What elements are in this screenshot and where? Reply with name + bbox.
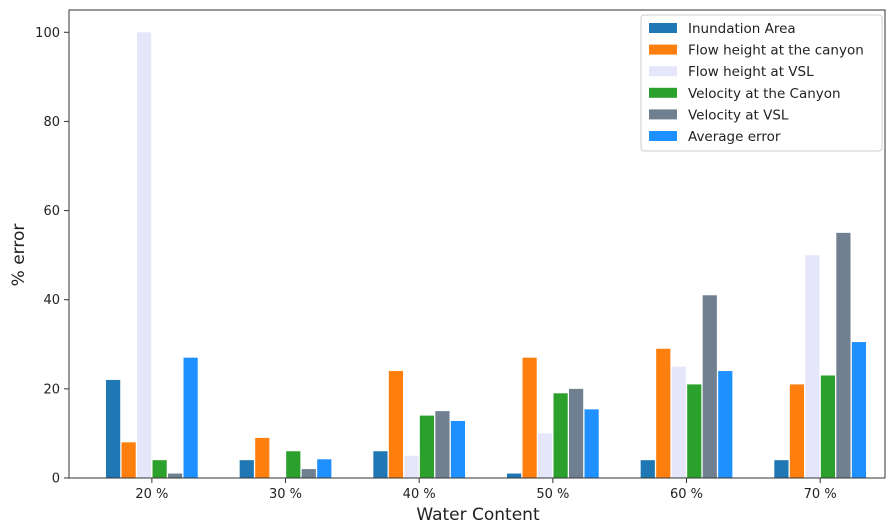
bar-flow-height-at-vsl-0 — [137, 32, 152, 479]
bar-flow-height-at-vsl-5 — [805, 255, 820, 478]
legend-swatch-4 — [649, 109, 677, 120]
legend-swatch-1 — [649, 44, 677, 55]
x-tick-label: 20 % — [135, 487, 168, 502]
bar-velocity-at-vsl-2 — [435, 411, 450, 478]
bar-velocity-at-the-canyon-3 — [553, 393, 568, 478]
y-axis-label: % error — [9, 224, 29, 287]
bar-flow-height-at-vsl-2 — [404, 455, 419, 478]
axes-layer: 0 20 40 60 80 100 20 % 30 % 40 % 50 % 60 % 70 % — [35, 9, 886, 502]
bar-velocity-at-vsl-0 — [168, 473, 183, 478]
bar-velocity-at-the-canyon-1 — [286, 451, 301, 478]
bar-inundation-area-0 — [106, 379, 121, 478]
bar-velocity-at-the-canyon-4 — [687, 384, 702, 478]
legend-box — [640, 14, 883, 152]
bar-inundation-area-5 — [774, 460, 789, 478]
x-tick-label: 50 % — [536, 487, 569, 502]
bar-flow-height-at-vsl-3 — [538, 433, 553, 478]
bars-layer — [106, 32, 867, 479]
legend-swatch-0 — [649, 23, 677, 33]
bar-velocity-at-vsl-5 — [836, 232, 851, 478]
bar-velocity-at-vsl-3 — [569, 388, 584, 478]
bar-average-error-0 — [183, 357, 198, 478]
bar-average-error-4 — [718, 371, 733, 478]
bar-velocity-at-vsl-1 — [301, 469, 316, 478]
x-tick-label: 40 % — [403, 487, 436, 502]
x-axis-label: Water Content — [416, 505, 540, 525]
bar-flow-height-at-the-canyon-1 — [255, 437, 270, 478]
legend-label-3: Velocity at the Canyon — [688, 86, 841, 102]
y-tick-label: 0 — [52, 472, 60, 487]
x-tick-label: 30 % — [269, 487, 302, 502]
bar-flow-height-at-the-canyon-3 — [522, 357, 537, 478]
bar-velocity-at-the-canyon-2 — [419, 415, 435, 478]
bar-average-error-1 — [317, 459, 332, 478]
bar-inundation-area-2 — [373, 451, 388, 478]
bar-flow-height-at-the-canyon-4 — [656, 348, 671, 478]
y-tick-label: 100 — [35, 26, 60, 41]
bar-velocity-at-the-canyon-5 — [820, 375, 836, 478]
x-tick-label: 70 % — [804, 487, 837, 502]
plot-frame — [68, 9, 886, 479]
y-tick-label: 40 — [43, 293, 60, 308]
legend-label-0: Inundation Area — [688, 21, 796, 37]
y-tick-label: 80 — [43, 115, 60, 130]
legend-label-1: Flow height at the canyon — [688, 43, 864, 59]
bar-flow-height-at-the-canyon-5 — [789, 384, 805, 478]
legend-swatch-2 — [649, 66, 677, 77]
bar-flow-height-at-the-canyon-0 — [121, 442, 136, 478]
bar-inundation-area-3 — [507, 473, 522, 478]
legend: Inundation Area Flow height at the canyon… — [640, 14, 883, 152]
legend-label-4: Velocity at VSL — [688, 107, 789, 123]
bar-inundation-area-1 — [239, 460, 254, 478]
legend-swatch-3 — [649, 87, 677, 98]
legend-swatch-5 — [649, 131, 677, 141]
bar-inundation-area-4 — [640, 460, 655, 478]
legend-label-2: Flow height at VSL — [688, 64, 814, 80]
bar-average-error-5 — [851, 342, 867, 478]
bar-average-error-2 — [450, 420, 466, 478]
y-tick-label: 60 — [43, 204, 60, 219]
x-tick-label: 60 % — [670, 487, 703, 502]
bar-velocity-at-the-canyon-0 — [152, 460, 167, 478]
legend-label-5: Average error — [688, 129, 781, 145]
bar-velocity-at-vsl-4 — [702, 295, 717, 478]
bar-average-error-3 — [584, 409, 599, 478]
bar-flow-height-at-the-canyon-2 — [388, 371, 404, 478]
bar-flow-height-at-vsl-4 — [671, 366, 686, 478]
y-tick-label: 20 — [43, 382, 60, 397]
